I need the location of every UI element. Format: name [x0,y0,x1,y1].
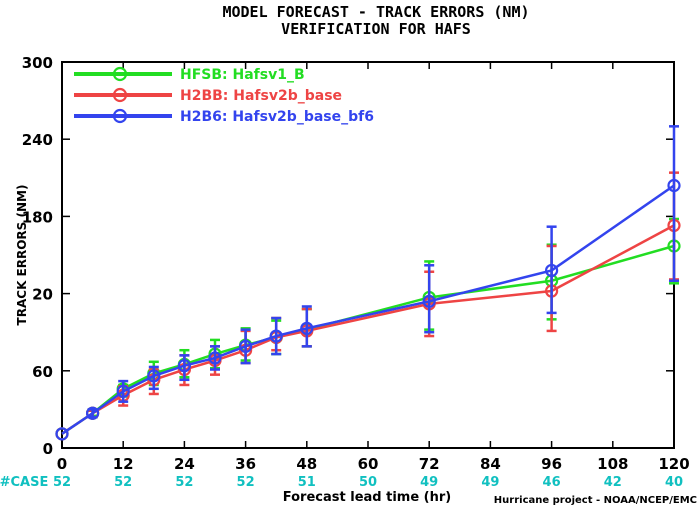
data-point [55,427,69,441]
chart-title: MODEL FORECAST - TRACK ERRORS (NM) [222,3,529,21]
x-tick-label: 96 [541,455,562,473]
data-point [269,329,283,343]
x-tick-label: 24 [174,455,195,473]
x-tick-label: 84 [480,455,501,473]
series-1 [55,171,681,441]
data-point [667,178,681,193]
data-point [208,351,222,365]
case-count: 40 [665,475,683,490]
series-line [61,184,675,435]
case-count: 46 [543,475,561,490]
x-axis-label: Forecast lead time (hr) [283,490,451,505]
data-point [300,321,314,335]
series-0 [55,217,681,441]
legend-label: HFSB: Hafsv1_B [180,67,305,83]
x-tick-label: 72 [419,455,440,473]
legend-marker [112,66,128,82]
x-tick-label: 12 [113,455,134,473]
case-count: 52 [175,475,193,490]
y-tick-label: 60 [32,363,53,381]
legend-marker [112,108,128,124]
data-point [544,263,559,278]
x-tick-label: 36 [235,455,256,473]
data-point [116,384,130,398]
case-count: 52 [114,475,132,490]
data-point [177,359,191,373]
data-point [422,294,436,308]
x-axis: 0 12 24 36 48 60 72 84 96 108 120 [57,62,690,473]
case-count-row: #CASE 52 52 52 52 51 50 49 49 46 42 40 [0,475,683,490]
case-count: 49 [481,475,499,490]
legend: HFSB: Hafsv1_B H2BB: Hafsv2b_base H2B6: Ha… [74,66,374,125]
case-count: 49 [420,475,438,490]
y-tick-label: 240 [22,131,53,149]
case-count-label: #CASE [0,475,48,490]
data-point [85,406,100,420]
series-layer [55,125,681,441]
data-point [147,369,161,383]
y-tick-label: 20 [32,286,53,304]
y-axis-label: TRACK ERRORS (NM) [15,185,29,326]
chart-subtitle: VERIFICATION FOR HAFS [281,20,471,38]
x-tick-label: 108 [597,455,628,473]
series-2 [55,125,681,441]
legend-label: H2B6: Hafsv2b_base_bf6 [180,109,374,125]
case-count: 42 [604,475,622,490]
x-tick-label: 0 [57,455,67,473]
y-tick-label: 300 [22,54,53,72]
x-tick-label: 120 [658,455,689,473]
y-axis: 0 60 20 180 240 300 [22,54,674,458]
legend-label: H2BB: Hafsv2b_base [180,88,342,104]
case-count: 50 [359,475,377,490]
legend-marker [112,87,128,103]
case-count: 51 [298,475,316,490]
case-count: 52 [237,475,255,490]
credit-text: Hurricane project - NOAA/NCEP/EMC [494,495,697,506]
case-count: 52 [53,475,71,490]
x-tick-label: 60 [358,455,379,473]
y-tick-label: 180 [22,208,53,226]
data-point [239,339,253,353]
x-tick-label: 48 [296,455,317,473]
y-tick-label: 0 [43,440,53,458]
series-line [61,224,675,435]
